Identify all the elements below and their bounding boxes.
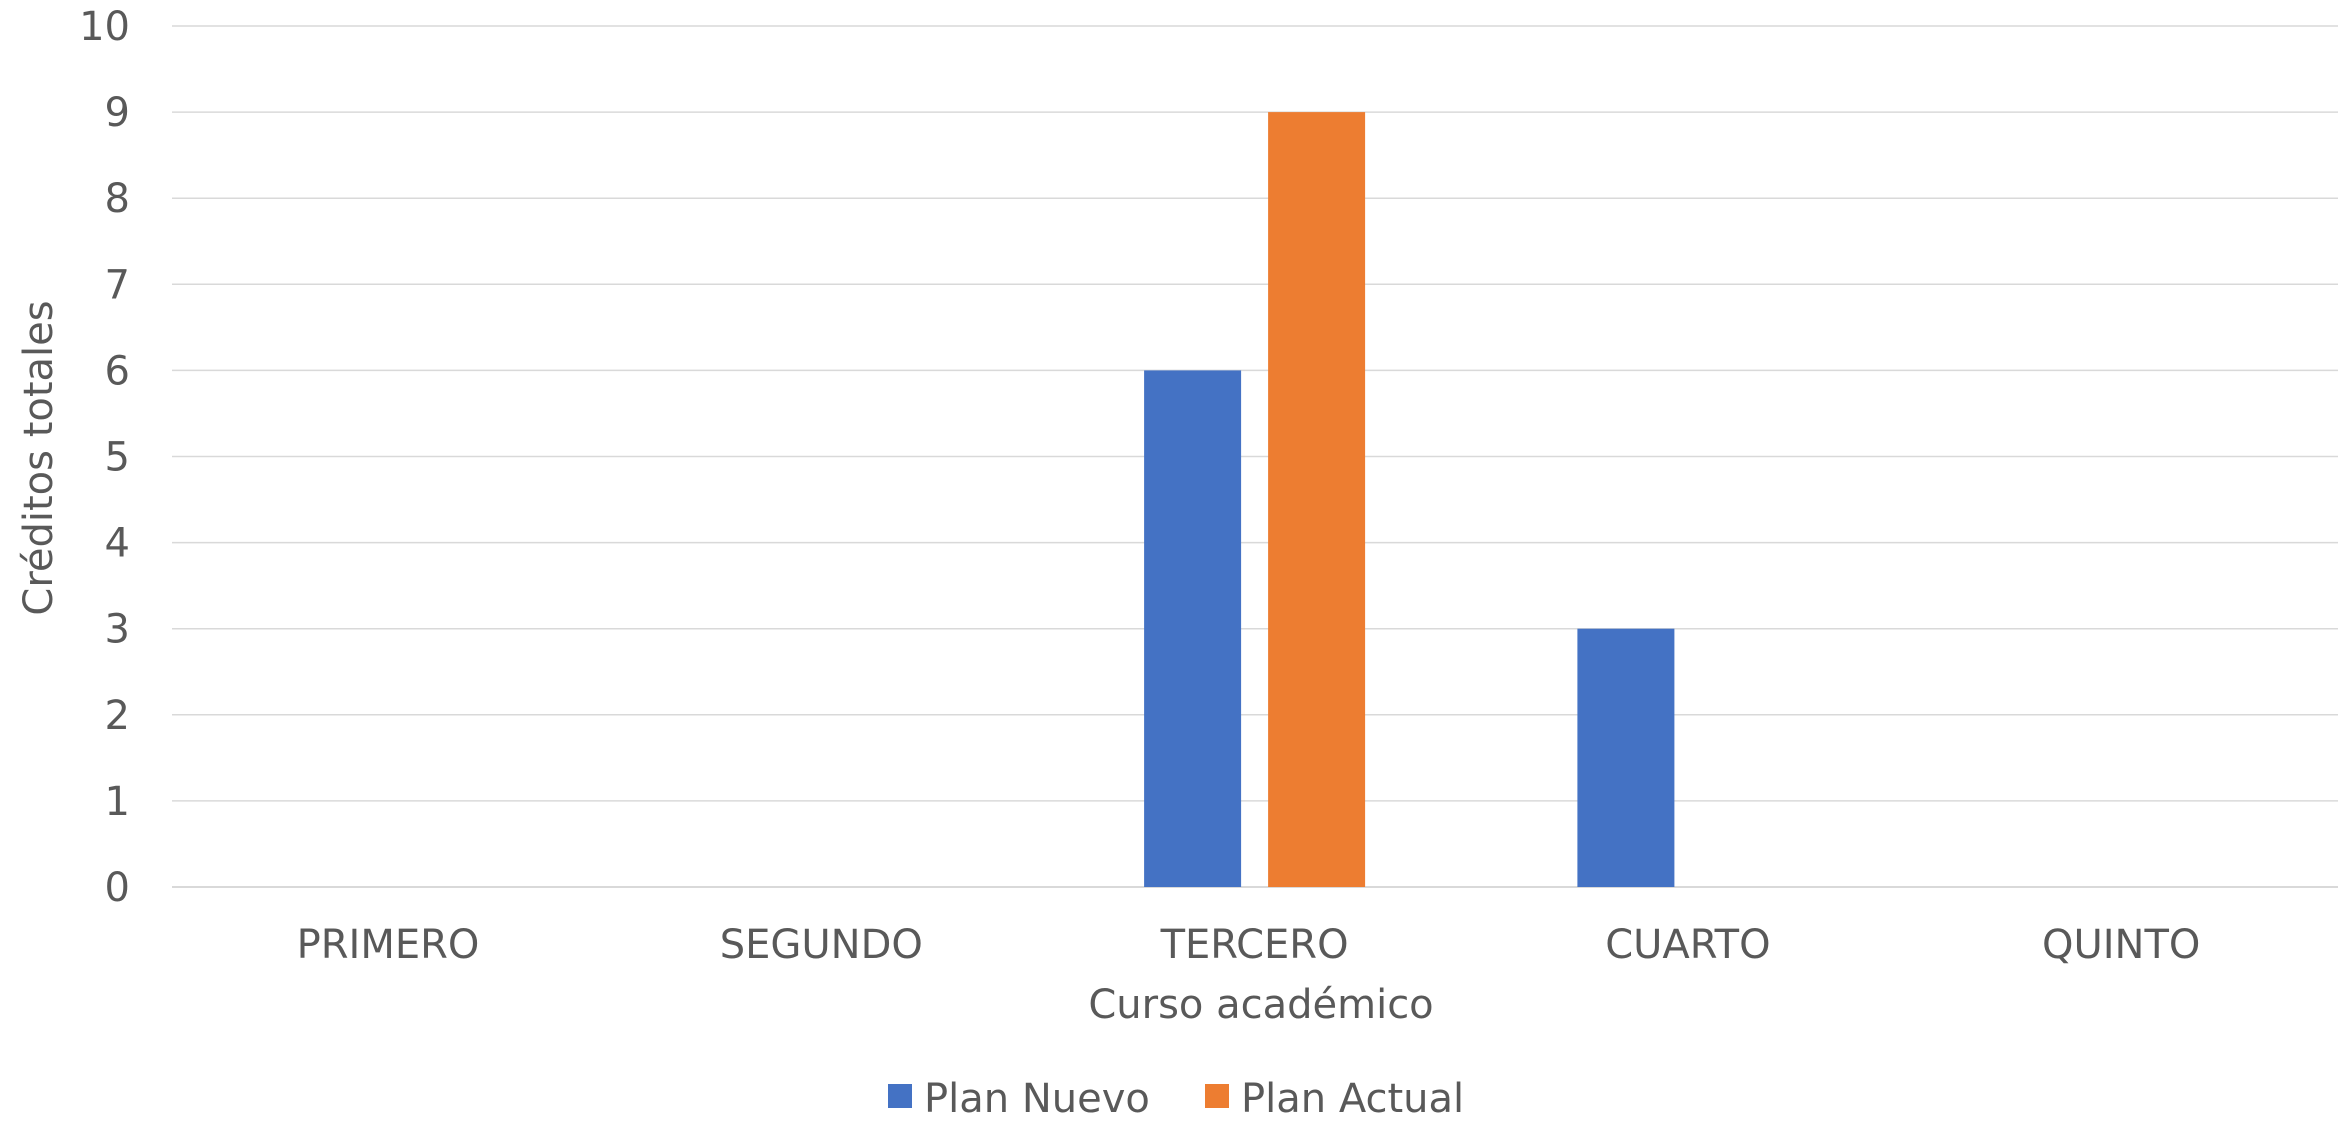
y-tick-label: 1: [105, 779, 130, 825]
x-tick-label: QUINTO: [2042, 922, 2200, 968]
y-tick-label: 7: [105, 262, 130, 308]
x-tick-label: CUARTO: [1605, 922, 1770, 968]
x-tick-label: PRIMERO: [297, 922, 480, 968]
y-tick-label: 6: [105, 348, 130, 394]
y-axis-ticks: 0 1 2 3 4 5 6 7 8 9 10: [79, 4, 130, 911]
legend: Plan Nuevo Plan Actual: [888, 1076, 1464, 1122]
bar-plan-nuevo-cuarto: [1577, 628, 1675, 887]
x-tick-label: SEGUNDO: [720, 922, 923, 968]
y-tick-label: 0: [105, 865, 130, 911]
legend-label: Plan Nuevo: [924, 1076, 1150, 1122]
x-tick-label: TERCERO: [1160, 922, 1349, 968]
legend-label: Plan Actual: [1241, 1076, 1464, 1122]
y-tick-label: 2: [105, 693, 130, 739]
bar-plan-nuevo-tercero: [1144, 370, 1242, 887]
y-tick-label: 9: [105, 90, 130, 136]
y-tick-label: 5: [105, 435, 130, 481]
x-axis-label: Curso académico: [1088, 982, 1433, 1028]
y-axis-label: Créditos totales: [16, 300, 62, 615]
legend-swatch: [1205, 1084, 1229, 1108]
bar-plan-actual-tercero: [1268, 112, 1366, 888]
y-tick-label: 10: [79, 4, 130, 50]
y-tick-label: 8: [105, 176, 130, 222]
y-tick-label: 3: [105, 607, 130, 653]
y-tick-label: 4: [105, 521, 130, 567]
bars: [1144, 112, 1675, 888]
x-axis-ticks: PRIMERO SEGUNDO TERCERO CUARTO QUINTO: [297, 922, 2201, 968]
gridlines: [172, 25, 2338, 888]
legend-swatch: [888, 1084, 912, 1108]
